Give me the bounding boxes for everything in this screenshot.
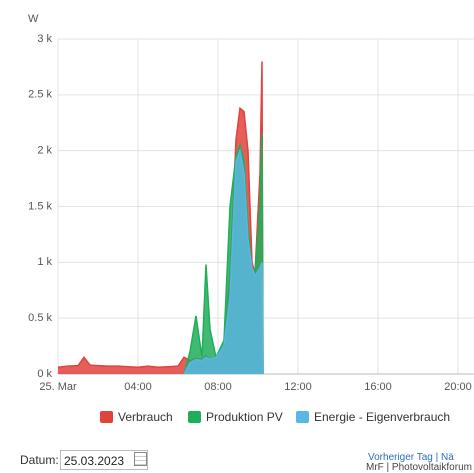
area-line — [183, 133, 264, 375]
legend-swatch — [188, 411, 201, 423]
legend-label: Verbrauch — [118, 410, 173, 424]
legend-swatch — [100, 411, 113, 423]
next-link[interactable]: | Nä — [435, 452, 454, 463]
x-tick-label: 12:00 — [284, 381, 312, 393]
y-tick-label: 0.5 k — [28, 312, 52, 324]
x-tick-label: 04:00 — [124, 381, 152, 393]
x-tick-label: 08:00 — [204, 381, 232, 393]
legend-label: Energie - Eigenverbrauch — [314, 410, 450, 424]
y-tick-label: 1.5 k — [28, 200, 52, 212]
area-fill — [184, 150, 263, 374]
x-tick-label: 20:00 — [444, 381, 472, 393]
y-axis-label: W — [28, 13, 39, 25]
legend-swatch — [296, 411, 309, 423]
prev-day-link[interactable]: Vorheriger Tag | Nä — [368, 452, 454, 463]
y-tick-label: 3 k — [37, 33, 52, 45]
y-tick-label: 2 k — [37, 145, 52, 157]
date-input[interactable]: 25.03.2023 — [60, 450, 148, 470]
y-tick-label: 2.5 k — [28, 89, 52, 101]
x-tick-label: 16:00 — [364, 381, 392, 393]
legend-label: Produktion PV — [206, 410, 283, 424]
y-tick-label: 1 k — [37, 256, 52, 268]
y-tick-label: 0 k — [37, 368, 52, 380]
prev-link[interactable]: Vorheriger Tag — [368, 452, 433, 463]
x-tick-label: 25. Mar — [39, 381, 77, 393]
area-line — [183, 147, 264, 375]
chart: W 0 k 0.5 k 1 k 1.5 k 2 k 2.5 k 3 k 25. Mar 04:0… — [28, 13, 474, 424]
series — [183, 147, 264, 375]
watermark: MrF | Photovoltaikforum — [366, 462, 472, 473]
calendar-icon[interactable] — [134, 452, 147, 466]
date-label: Datum: — [20, 453, 59, 467]
